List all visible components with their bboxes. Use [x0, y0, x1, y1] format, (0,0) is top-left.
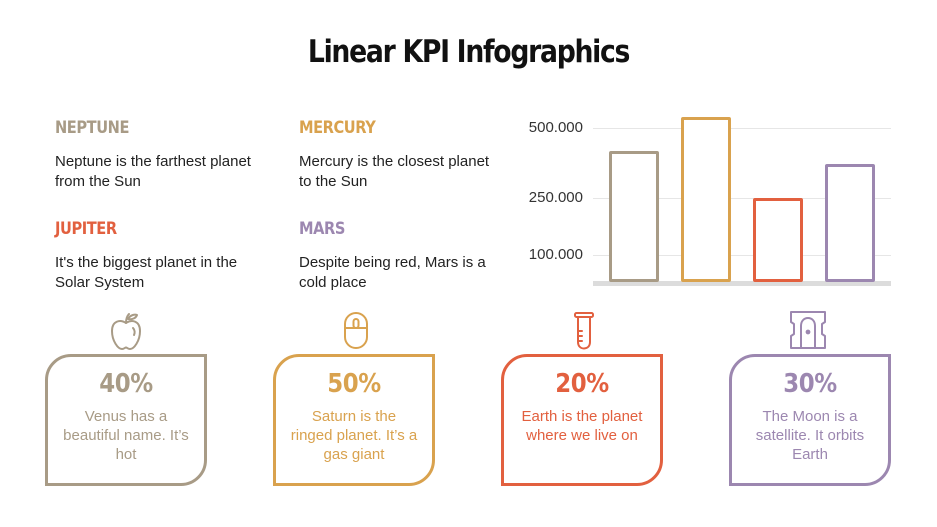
y-tick-label: 100.000 — [528, 246, 583, 263]
kpi-text: Venus has a beautiful name. It’s hot — [63, 408, 189, 463]
test-tube-icon — [574, 312, 594, 350]
bar-neptune — [609, 151, 659, 282]
info-description: Mercury is the closest planet to the Sun — [299, 153, 490, 190]
info-mars: MARS Despite being red, Mars is a cold p… — [299, 219, 499, 293]
info-title: JUPITER — [55, 219, 117, 239]
kpi-card-moon: 30% The Moon is a satellite. It orbits E… — [729, 354, 891, 486]
info-title: NEPTUNE — [55, 118, 130, 138]
kpi-percent: 50% — [327, 369, 381, 399]
info-description: It's the biggest planet in the Solar Sys… — [55, 254, 238, 291]
kpi-percent: 30% — [783, 369, 837, 399]
kpi-card-earth: 20% Earth is the planet where we live on — [501, 354, 663, 486]
kpi-percent: 40% — [99, 369, 153, 399]
bar-mercury — [681, 117, 731, 282]
bar-jupiter — [753, 198, 803, 282]
info-neptune: NEPTUNE Neptune is the farthest planet f… — [55, 118, 255, 192]
kpi-card-saturn: 50% Saturn is the ringed planet. It’s a … — [273, 354, 435, 486]
y-tick-label: 500.000 — [528, 119, 583, 136]
info-description: Neptune is the farthest planet from the … — [55, 153, 251, 190]
bar-mars — [825, 164, 875, 282]
sharpener-icon — [790, 311, 826, 349]
chart-baseline — [593, 281, 891, 286]
kpi-card-venus: 40% Venus has a beautiful name. It’s hot — [45, 354, 207, 486]
gridline — [593, 255, 891, 256]
info-mercury: MERCURY Mercury is the closest planet to… — [299, 118, 499, 192]
info-title: MERCURY — [299, 118, 376, 138]
info-title: MARS — [299, 219, 345, 239]
gridline — [593, 198, 891, 199]
info-jupiter: JUPITER It's the biggest planet in the S… — [55, 219, 255, 293]
gridline — [593, 128, 891, 129]
kpi-text: Earth is the planet where we live on — [521, 408, 643, 444]
kpi-percent: 20% — [555, 369, 609, 399]
y-tick-label: 250.000 — [528, 189, 583, 206]
page-title: Linear KPI Infographics — [307, 34, 631, 70]
kpi-text: The Moon is a satellite. It orbits Earth — [755, 408, 865, 463]
info-description: Despite being red, Mars is a cold place — [299, 254, 486, 291]
kpi-text: Saturn is the ringed planet. It’s a gas … — [290, 408, 418, 463]
bar-chart: 500.000 250.000 100.000 — [515, 110, 895, 290]
apple-icon — [111, 313, 141, 350]
mouse-icon — [344, 312, 368, 349]
